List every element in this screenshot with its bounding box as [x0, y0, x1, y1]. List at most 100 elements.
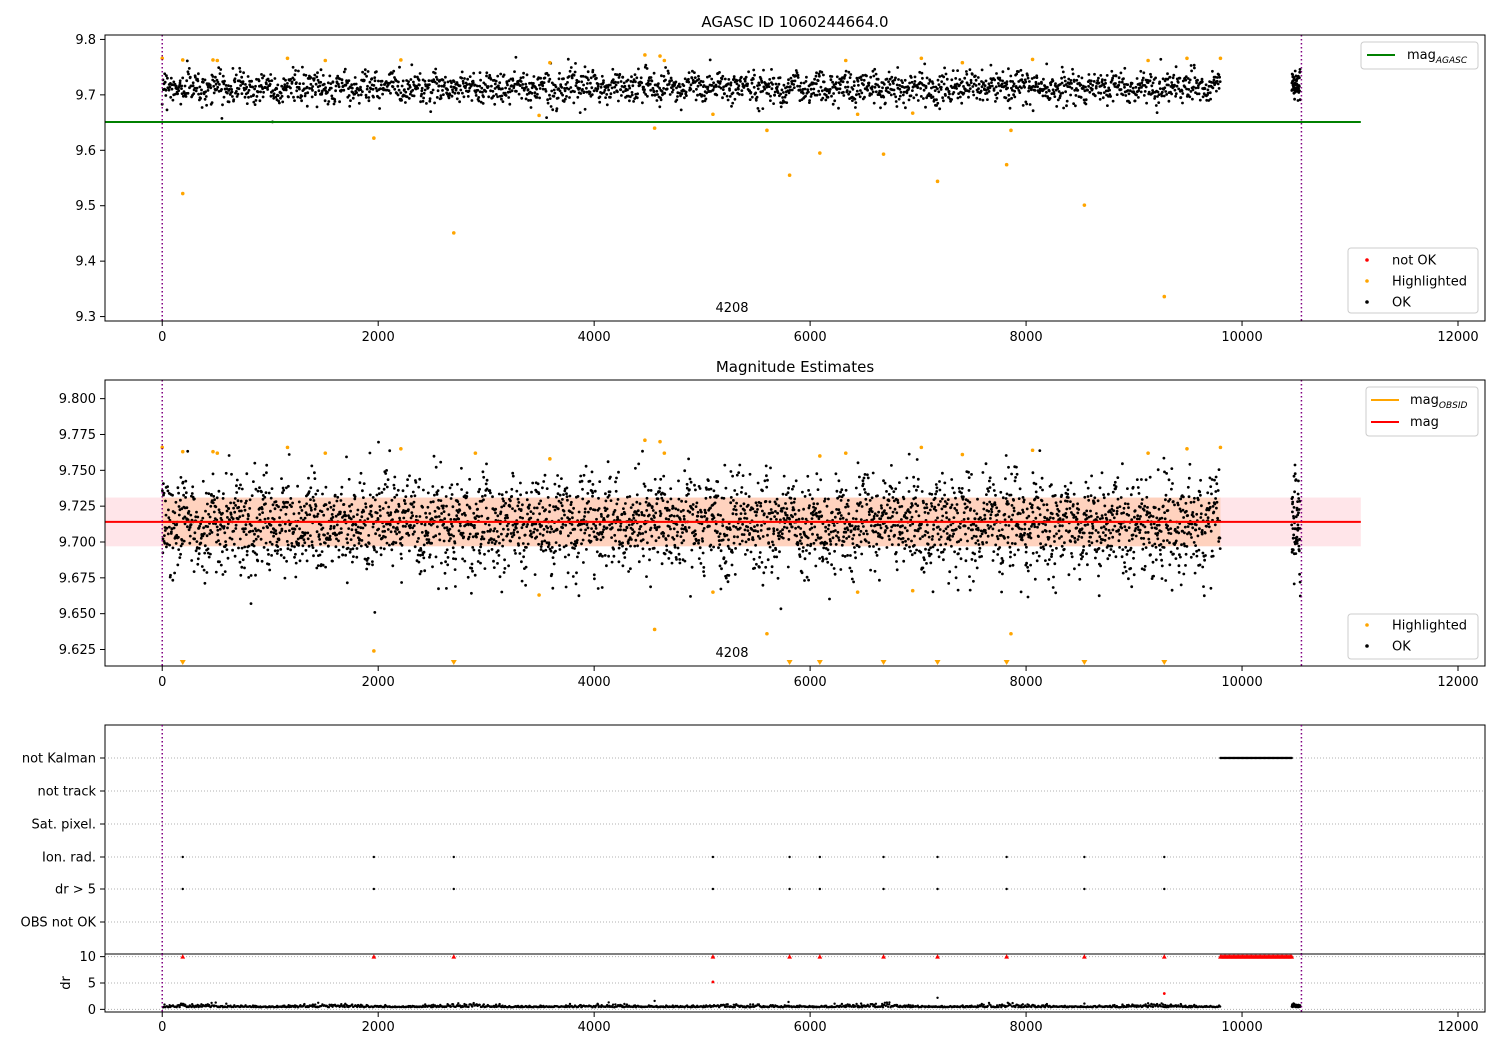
- ok-point: [304, 95, 307, 98]
- ok-point: [448, 513, 451, 516]
- ok-point: [598, 101, 601, 104]
- ok-point: [626, 89, 629, 92]
- ok-point: [191, 485, 194, 488]
- ok-point: [867, 477, 870, 480]
- ok-point: [620, 80, 623, 83]
- ok-point: [875, 73, 878, 76]
- ok-point: [815, 539, 818, 542]
- ok-point: [839, 517, 842, 520]
- ok-point: [223, 525, 226, 528]
- ok-point: [1020, 69, 1023, 72]
- ok-point: [1070, 82, 1073, 85]
- ok-point: [478, 515, 481, 518]
- ok-point: [489, 528, 492, 531]
- ok-point: [886, 78, 889, 81]
- ok-point: [204, 510, 207, 513]
- ok-point: [631, 84, 634, 87]
- ok-point: [382, 507, 385, 510]
- ok-point: [942, 76, 945, 79]
- ok-point: [644, 531, 647, 534]
- ok-point: [781, 528, 784, 531]
- ok-point: [1071, 68, 1074, 71]
- ok-point: [906, 91, 909, 94]
- ok-point: [249, 498, 252, 501]
- ok-point: [828, 598, 831, 601]
- ok-point: [270, 79, 273, 82]
- ok-point: [1049, 83, 1052, 86]
- ok-point: [533, 507, 536, 510]
- ok-point: [495, 540, 498, 543]
- ok-point: [356, 513, 359, 516]
- ok-point: [183, 487, 186, 490]
- ok-point: [764, 479, 767, 482]
- ok-point: [847, 86, 850, 89]
- ok-point: [901, 81, 904, 84]
- ok-point: [468, 536, 471, 539]
- ok-point: [209, 505, 212, 508]
- ok-point: [721, 78, 724, 81]
- ok-point: [958, 84, 961, 87]
- ok-point: [531, 92, 534, 95]
- ok-point: [912, 476, 915, 479]
- ok-point: [199, 542, 202, 545]
- ok-point: [718, 535, 721, 538]
- ok-point: [343, 511, 346, 514]
- ok-point: [270, 95, 273, 98]
- ok-point: [542, 550, 545, 553]
- ok-point: [1152, 82, 1155, 85]
- ok-point: [816, 94, 819, 97]
- ok-point: [357, 509, 360, 512]
- ok-point: [219, 72, 222, 75]
- ok-point: [753, 558, 756, 561]
- ok-point: [733, 489, 736, 492]
- ok-point: [680, 535, 683, 538]
- ok-point: [813, 542, 816, 545]
- ok-point: [533, 528, 536, 531]
- ok-point: [372, 96, 375, 99]
- ok-point: [755, 514, 758, 517]
- ok-point: [887, 80, 890, 83]
- ok-point: [371, 563, 374, 566]
- ok-point: [355, 83, 358, 86]
- ok-point: [827, 548, 830, 551]
- ok-point: [1122, 93, 1125, 96]
- ok-point: [727, 545, 730, 548]
- ok-point: [398, 517, 401, 520]
- ok-point: [179, 103, 182, 106]
- ok-point: [840, 488, 843, 491]
- ok-point: [376, 494, 379, 497]
- ok-point: [222, 492, 225, 495]
- ok-point: [820, 71, 823, 74]
- ok-point: [334, 100, 337, 103]
- ok-point: [748, 532, 751, 535]
- ok-point: [744, 553, 747, 556]
- ok-point: [365, 568, 368, 571]
- ok-point: [1123, 86, 1126, 89]
- ok-point: [567, 534, 570, 537]
- ok-point: [367, 534, 370, 537]
- ok-point: [278, 102, 281, 105]
- ok-point: [637, 534, 640, 537]
- ok-point: [968, 90, 971, 93]
- ok-point: [799, 533, 802, 536]
- ok-point: [261, 508, 264, 511]
- ok-point: [646, 95, 649, 98]
- ok-point: [206, 503, 209, 506]
- ok-point: [961, 80, 964, 83]
- ok-point: [202, 526, 205, 529]
- ok-point: [627, 542, 630, 545]
- ok-point: [197, 80, 200, 83]
- ok-point: [898, 481, 901, 484]
- ok-point: [914, 552, 917, 555]
- ok-point: [182, 494, 185, 497]
- ok-point: [842, 94, 845, 97]
- ok-point: [1124, 94, 1127, 97]
- ok-point: [875, 530, 878, 533]
- ok-point: [758, 566, 761, 569]
- ok-point: [737, 88, 740, 91]
- ok-point: [502, 500, 505, 503]
- ok-point: [471, 570, 474, 573]
- ok-point: [835, 472, 838, 475]
- ok-point: [489, 492, 492, 495]
- ok-point: [605, 93, 608, 96]
